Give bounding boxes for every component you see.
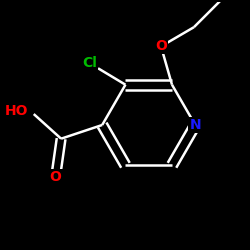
Text: Cl: Cl xyxy=(82,56,97,70)
Text: N: N xyxy=(190,118,201,132)
Text: O: O xyxy=(155,39,167,53)
Text: HO: HO xyxy=(5,104,28,118)
Text: O: O xyxy=(50,170,62,184)
